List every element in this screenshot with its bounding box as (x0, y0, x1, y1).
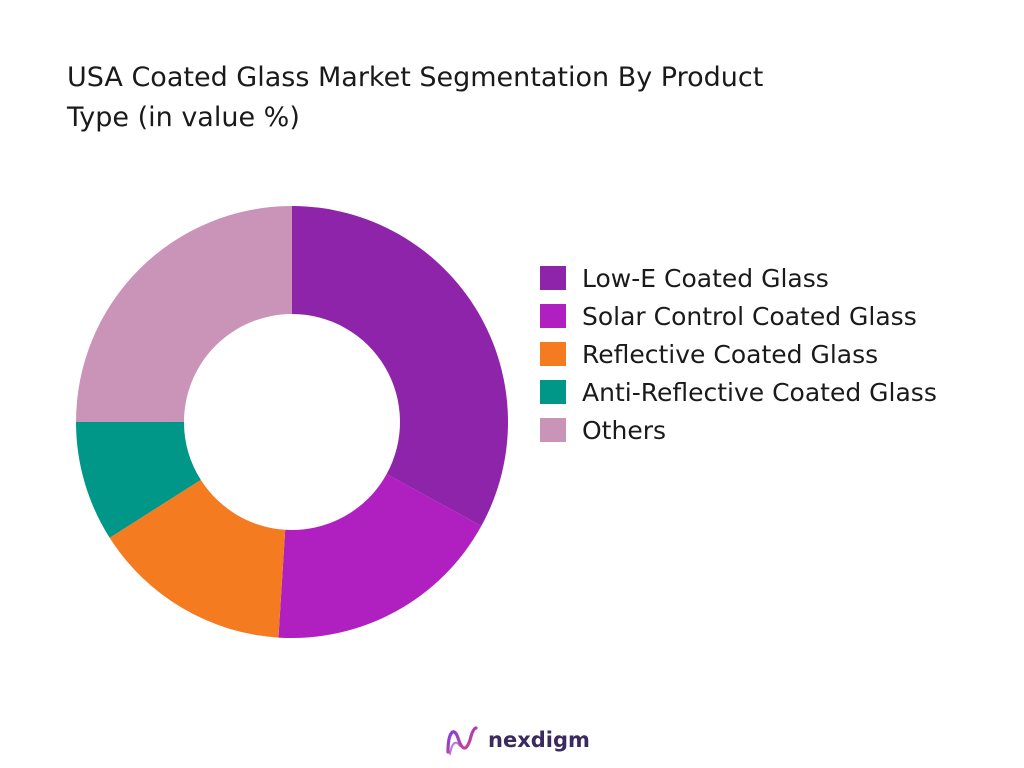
legend-swatch (540, 266, 566, 290)
legend-item: Solar Control Coated Glass (540, 297, 937, 335)
slice-low-e-coated-glass (292, 206, 509, 527)
slice-anti-reflective-coated-glass (76, 422, 201, 538)
legend-label: Anti-Reflective Coated Glass (582, 377, 937, 407)
legend-label: Solar Control Coated Glass (582, 301, 917, 331)
legend-label: Others (582, 415, 667, 445)
legend-label: Low-E Coated Glass (582, 263, 829, 293)
legend-item: Reflective Coated Glass (540, 335, 937, 373)
chart-title: USA Coated Glass Market Segmentation By … (67, 62, 764, 133)
slice-reflective-coated-glass (109, 479, 286, 638)
legend-item: Anti-Reflective Coated Glass (540, 373, 937, 411)
legend: Low-E Coated Glass Solar Control Coated G… (540, 259, 937, 449)
slice-solar-control-coated-glass (278, 474, 482, 638)
legend-item: Others (540, 411, 937, 449)
legend-item: Low-E Coated Glass (540, 259, 937, 297)
legend-label: Reflective Coated Glass (582, 339, 879, 369)
nexdigm-logo-icon (446, 726, 478, 755)
legend-swatch (540, 418, 566, 442)
legend-swatch (540, 342, 566, 366)
brand-name: nexdigm (488, 728, 590, 752)
slice-others (76, 206, 292, 422)
legend-swatch (540, 380, 566, 404)
brand-logo: nexdigm (444, 722, 590, 758)
legend-swatch (540, 304, 566, 328)
